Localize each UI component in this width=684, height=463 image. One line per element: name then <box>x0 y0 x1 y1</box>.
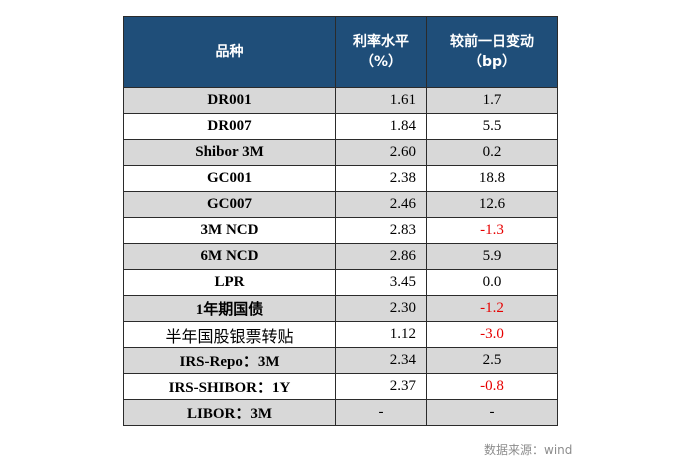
row-name: 3M NCD <box>123 217 336 244</box>
row-name: LPR <box>123 269 336 296</box>
header-rate-line2: （%） <box>359 54 403 70</box>
row-change: -0.8 <box>426 373 558 400</box>
row-change: -1.3 <box>426 217 558 244</box>
row-change: 5.5 <box>426 113 558 140</box>
row-rate: 2.60 <box>335 139 427 166</box>
row-change: 2.5 <box>426 347 558 374</box>
table-row: DR007 1.84 5.5 <box>123 113 558 140</box>
data-source-note: 数据来源：wind <box>484 443 573 457</box>
row-rate: 1.12 <box>335 321 427 348</box>
row-change: 18.8 <box>426 165 558 192</box>
row-change: 0.0 <box>426 269 558 296</box>
row-rate: 3.45 <box>335 269 427 296</box>
row-name: 半年国股银票转贴 <box>123 321 336 348</box>
table-row: LPR 3.45 0.0 <box>123 269 558 296</box>
header-change-line2: （bp） <box>467 54 517 70</box>
row-name: GC001 <box>123 165 336 192</box>
row-change: -1.2 <box>426 295 558 322</box>
table-row: 6M NCD 2.86 5.9 <box>123 243 558 270</box>
header-rate-line1: 利率水平 <box>353 34 409 50</box>
header-name-label: 品种 <box>215 44 244 60</box>
table-row: DR001 1.61 1.7 <box>123 87 558 114</box>
row-name: IRS-Repo：3M <box>123 347 336 374</box>
row-name: 6M NCD <box>123 243 336 270</box>
row-rate: 2.83 <box>335 217 427 244</box>
rates-table-container: 品种 利率水平 （%） 较前一日变动 （bp） DR001 1.61 1.7 D… <box>123 16 558 426</box>
header-change-line1: 较前一日变动 <box>450 34 534 50</box>
row-change: 12.6 <box>426 191 558 218</box>
row-name: IRS-SHIBOR：1Y <box>123 373 336 400</box>
table-row: 半年国股银票转贴 1.12 -3.0 <box>123 321 558 348</box>
row-rate: 2.34 <box>335 347 427 374</box>
header-rate: 利率水平 （%） <box>335 16 427 88</box>
row-change: 0.2 <box>426 139 558 166</box>
row-change: 5.9 <box>426 243 558 270</box>
row-rate: 2.30 <box>335 295 427 322</box>
row-rate: 1.84 <box>335 113 427 140</box>
header-change: 较前一日变动 （bp） <box>426 16 558 88</box>
table-header-row: 品种 利率水平 （%） 较前一日变动 （bp） <box>123 16 558 88</box>
row-rate: 2.46 <box>335 191 427 218</box>
row-change: -3.0 <box>426 321 558 348</box>
row-name: DR001 <box>123 87 336 114</box>
table-row: GC007 2.46 12.6 <box>123 191 558 218</box>
table-row: GC001 2.38 18.8 <box>123 165 558 192</box>
rates-table: 品种 利率水平 （%） 较前一日变动 （bp） DR001 1.61 1.7 D… <box>123 16 558 426</box>
row-name: DR007 <box>123 113 336 140</box>
table-row: IRS-SHIBOR：1Y 2.37 -0.8 <box>123 373 558 400</box>
row-name: 1年期国债 <box>123 295 336 322</box>
row-name: GC007 <box>123 191 336 218</box>
row-rate: 2.38 <box>335 165 427 192</box>
row-change: 1.7 <box>426 87 558 114</box>
row-rate: - <box>335 399 427 426</box>
table-row: LIBOR：3M - - <box>123 399 558 426</box>
row-name: Shibor 3M <box>123 139 336 166</box>
table-row: 3M NCD 2.83 -1.3 <box>123 217 558 244</box>
table-row: Shibor 3M 2.60 0.2 <box>123 139 558 166</box>
row-rate: 1.61 <box>335 87 427 114</box>
table-row: IRS-Repo：3M 2.34 2.5 <box>123 347 558 374</box>
row-name: LIBOR：3M <box>123 399 336 426</box>
row-rate: 2.37 <box>335 373 427 400</box>
table-row: 1年期国债 2.30 -1.2 <box>123 295 558 322</box>
row-change: - <box>426 399 558 426</box>
header-name: 品种 <box>123 16 336 88</box>
row-rate: 2.86 <box>335 243 427 270</box>
